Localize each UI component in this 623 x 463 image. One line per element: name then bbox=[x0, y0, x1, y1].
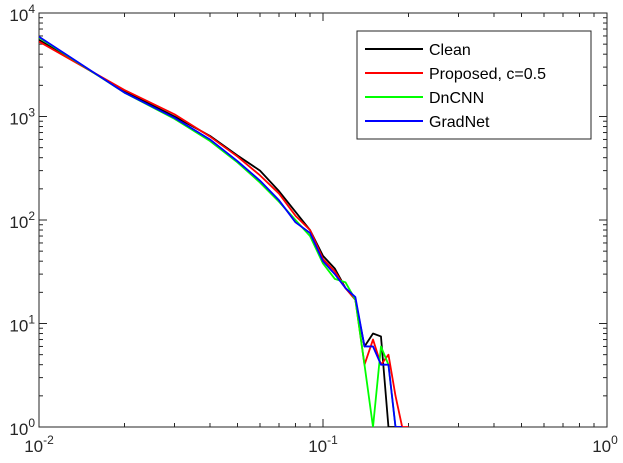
series-line-proposed-c-0-5 bbox=[39, 40, 409, 427]
tick-labels-layer: 10-2 10-1 100 100 101 102 103 104 bbox=[9, 2, 618, 456]
y-tick-label: 101 bbox=[9, 313, 35, 336]
legend: Clean Proposed, c=0.5 DnCNN GradNet bbox=[356, 30, 592, 140]
y-tick-label: 104 bbox=[9, 2, 35, 25]
y-tick-label: 102 bbox=[9, 209, 35, 232]
series-line-dncnn bbox=[39, 36, 397, 427]
series-line-gradnet bbox=[39, 35, 403, 427]
x-tick-label: 100 bbox=[592, 433, 618, 456]
y-tick-label: 103 bbox=[9, 106, 35, 129]
legend-label: Clean bbox=[429, 42, 471, 59]
x-tick-label: 10-2 bbox=[24, 433, 54, 456]
legend-label: Proposed, c=0.5 bbox=[429, 66, 546, 83]
legend-label: GradNet bbox=[429, 114, 490, 131]
series-layer bbox=[39, 35, 409, 427]
legend-label: DnCNN bbox=[429, 90, 484, 107]
y-tick-label: 100 bbox=[9, 416, 35, 439]
x-tick-label: 10-1 bbox=[308, 433, 338, 456]
